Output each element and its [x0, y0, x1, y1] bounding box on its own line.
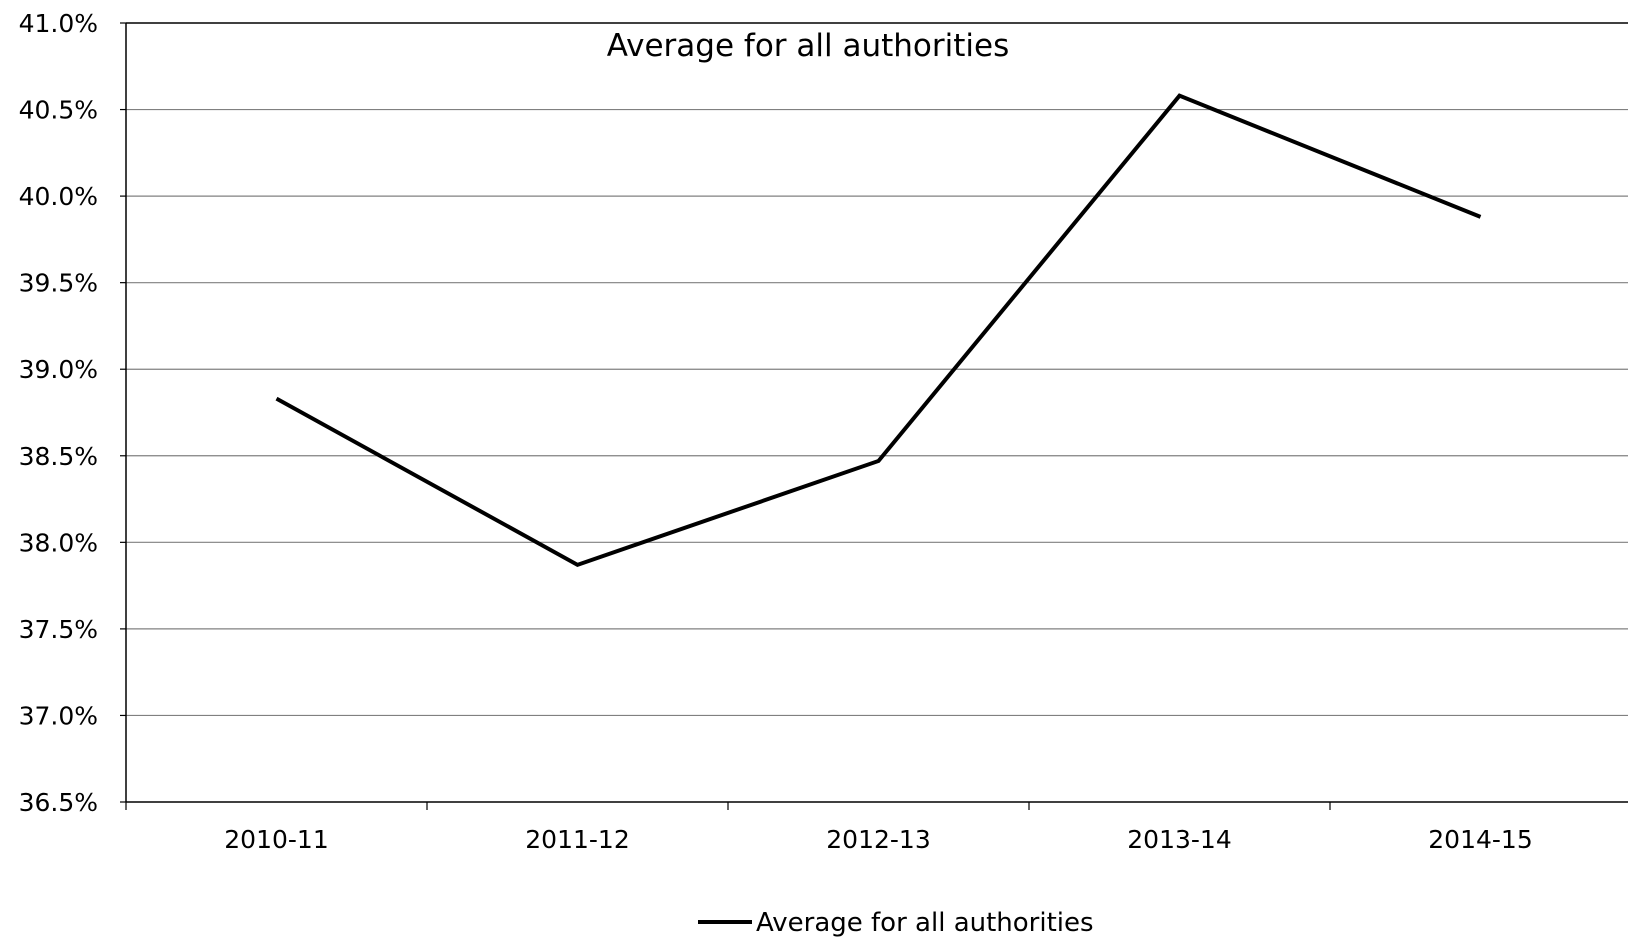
- y-tick-label: 38.0%: [19, 528, 98, 557]
- x-tick-label: 2013-14: [1127, 825, 1231, 854]
- y-tick-label: 37.5%: [19, 615, 98, 644]
- legend: Average for all authorities: [698, 908, 1094, 938]
- y-tick-label: 41.0%: [19, 9, 98, 38]
- series-lines: [275, 93, 1482, 568]
- y-tick-label: 36.5%: [19, 788, 98, 817]
- legend-label: Average for all authorities: [756, 908, 1094, 938]
- series-line: [275, 93, 1482, 568]
- axes: [120, 22, 1628, 810]
- x-tick-label: 2010-11: [224, 825, 328, 854]
- y-tick-label: 39.0%: [19, 355, 98, 384]
- y-tick-label: 37.0%: [19, 701, 98, 730]
- chart-title: Average for all authorities: [607, 28, 1009, 64]
- y-tick-label: 40.0%: [19, 182, 98, 211]
- y-axis-tick-labels: 36.5% 37.0% 37.5% 38.0% 38.5% 39.0% 39.5% 40.0%…: [19, 9, 98, 817]
- y-tick-label: 40.5%: [19, 96, 98, 125]
- x-tick-label: 2011-12: [525, 825, 629, 854]
- y-tick-label: 38.5%: [19, 442, 98, 471]
- gridlines: [126, 108, 1628, 717]
- x-axis-tick-labels: 2010-11 2011-12 2012-13 2013-14 2014-15: [224, 825, 1532, 854]
- x-tick-label: 2014-15: [1428, 825, 1532, 854]
- x-tick-label: 2012-13: [826, 825, 930, 854]
- y-tick-label: 39.5%: [19, 269, 98, 298]
